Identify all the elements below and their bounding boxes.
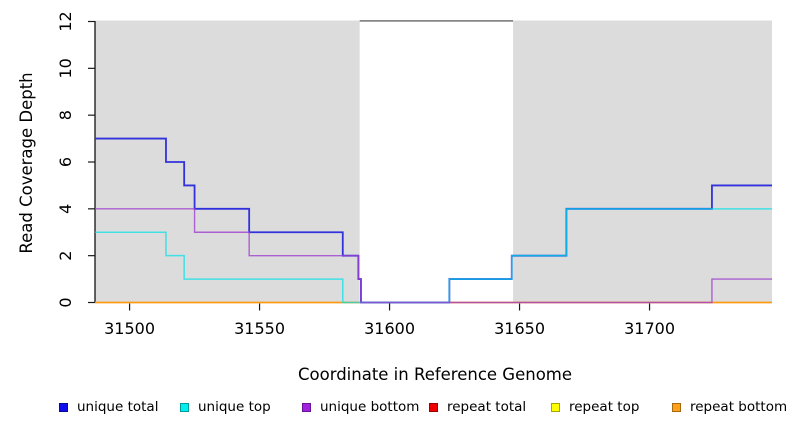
- x-tick-label: 31650: [494, 319, 545, 338]
- y-tick-label: 6: [56, 157, 75, 167]
- shaded-region: [513, 20, 772, 303]
- legend-item-unique-bottom: unique bottom: [302, 398, 419, 416]
- legend-label: unique total: [77, 399, 159, 415]
- y-tick-label: 10: [56, 58, 75, 78]
- legend-label: unique bottom: [320, 399, 420, 415]
- legend-swatch-unique-bottom: [302, 402, 311, 412]
- legend-swatch-repeat-bottom: [672, 402, 681, 412]
- plot-legend: unique total unique top unique bottom repea…: [0, 398, 792, 420]
- legend-label: repeat total: [447, 399, 527, 415]
- y-tick-label: 0: [56, 297, 75, 307]
- legend-item-repeat-bottom: repeat bottom: [672, 398, 787, 416]
- y-tick-label: 4: [56, 204, 75, 214]
- series-lines-layer: [95, 137, 772, 304]
- series-line-unique-bottom: [95, 208, 772, 304]
- y-axis-title: Read Coverage Depth: [17, 72, 36, 253]
- legend-swatch-unique-top: [180, 402, 189, 412]
- coverage-plot: 31500 31550 31600 31650 31700 0 2 4 6 8 10 12 Read …: [17, 11, 772, 384]
- shaded-region: [95, 20, 360, 303]
- x-tick-label: 31700: [624, 319, 675, 338]
- x-tick-label: 31500: [104, 319, 155, 338]
- shaded-regions-layer: [95, 20, 772, 303]
- x-tick-label: 31550: [234, 319, 285, 338]
- legend-label: repeat bottom: [690, 399, 788, 415]
- tick-labels-layer: 31500 31550 31600 31650 31700 0 2 4 6 8 10 12: [56, 11, 675, 338]
- legend-item-unique-top: unique top: [180, 398, 271, 416]
- y-tick-label: 2: [56, 251, 75, 261]
- x-tick-label: 31600: [364, 319, 415, 338]
- y-tick-label: 8: [56, 110, 75, 120]
- legend-swatch-repeat-total: [429, 402, 438, 412]
- legend-item-unique-total: unique total: [59, 398, 158, 416]
- legend-label: repeat top: [569, 399, 640, 415]
- legend-item-repeat-total: repeat total: [429, 398, 526, 416]
- legend-item-repeat-top: repeat top: [551, 398, 639, 416]
- legend-swatch-unique-total: [59, 402, 68, 412]
- legend-swatch-repeat-top: [551, 402, 560, 412]
- x-axis-title: Coordinate in Reference Genome: [298, 365, 572, 384]
- y-tick-label: 12: [56, 11, 75, 31]
- legend-label: unique top: [198, 399, 271, 415]
